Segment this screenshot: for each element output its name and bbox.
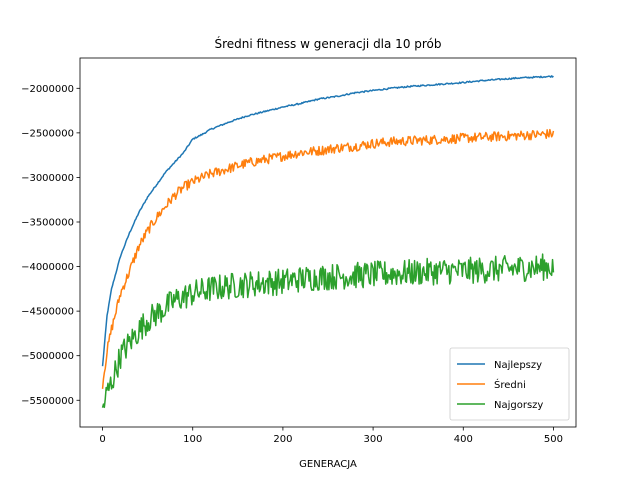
series-line-3	[101, 253, 555, 409]
axes-frame	[79, 57, 577, 428]
x-tick-label: 500	[544, 434, 563, 445]
x-tick-label: 300	[364, 434, 383, 445]
y-tick-label: −3500000	[21, 218, 74, 229]
y-tick-label: −5500000	[21, 396, 74, 407]
y-tick-label: −4500000	[21, 307, 74, 318]
x-tick-label: 200	[273, 434, 292, 445]
series-line-1	[101, 75, 554, 367]
x-axis-label: GENERACJA	[299, 459, 357, 470]
plot-area	[101, 75, 555, 409]
series-line-2	[101, 128, 555, 389]
y-tick-label: −3000000	[21, 173, 74, 184]
axes: 0 100 200 300 400 500 −5500000 −5000000 −4500000…	[21, 57, 577, 445]
legend-box	[449, 347, 570, 421]
chart-title: Średni fitness w generacji dla 10 prób	[214, 36, 441, 51]
x-tick-label: 400	[454, 434, 473, 445]
y-tick-label: −2000000	[21, 84, 74, 95]
legend-label: Najgorszy	[494, 400, 543, 411]
legend: Najlepszy Średni Najgorszy	[449, 347, 570, 421]
x-tick-label: 0	[99, 434, 105, 445]
legend-label: Najlepszy	[494, 360, 542, 371]
y-tick-label: −5000000	[21, 351, 74, 362]
y-tick-label: −2500000	[21, 128, 74, 139]
legend-label: Średni	[494, 378, 526, 391]
y-tick-label: −4000000	[21, 262, 74, 273]
x-tick-label: 100	[183, 434, 202, 445]
